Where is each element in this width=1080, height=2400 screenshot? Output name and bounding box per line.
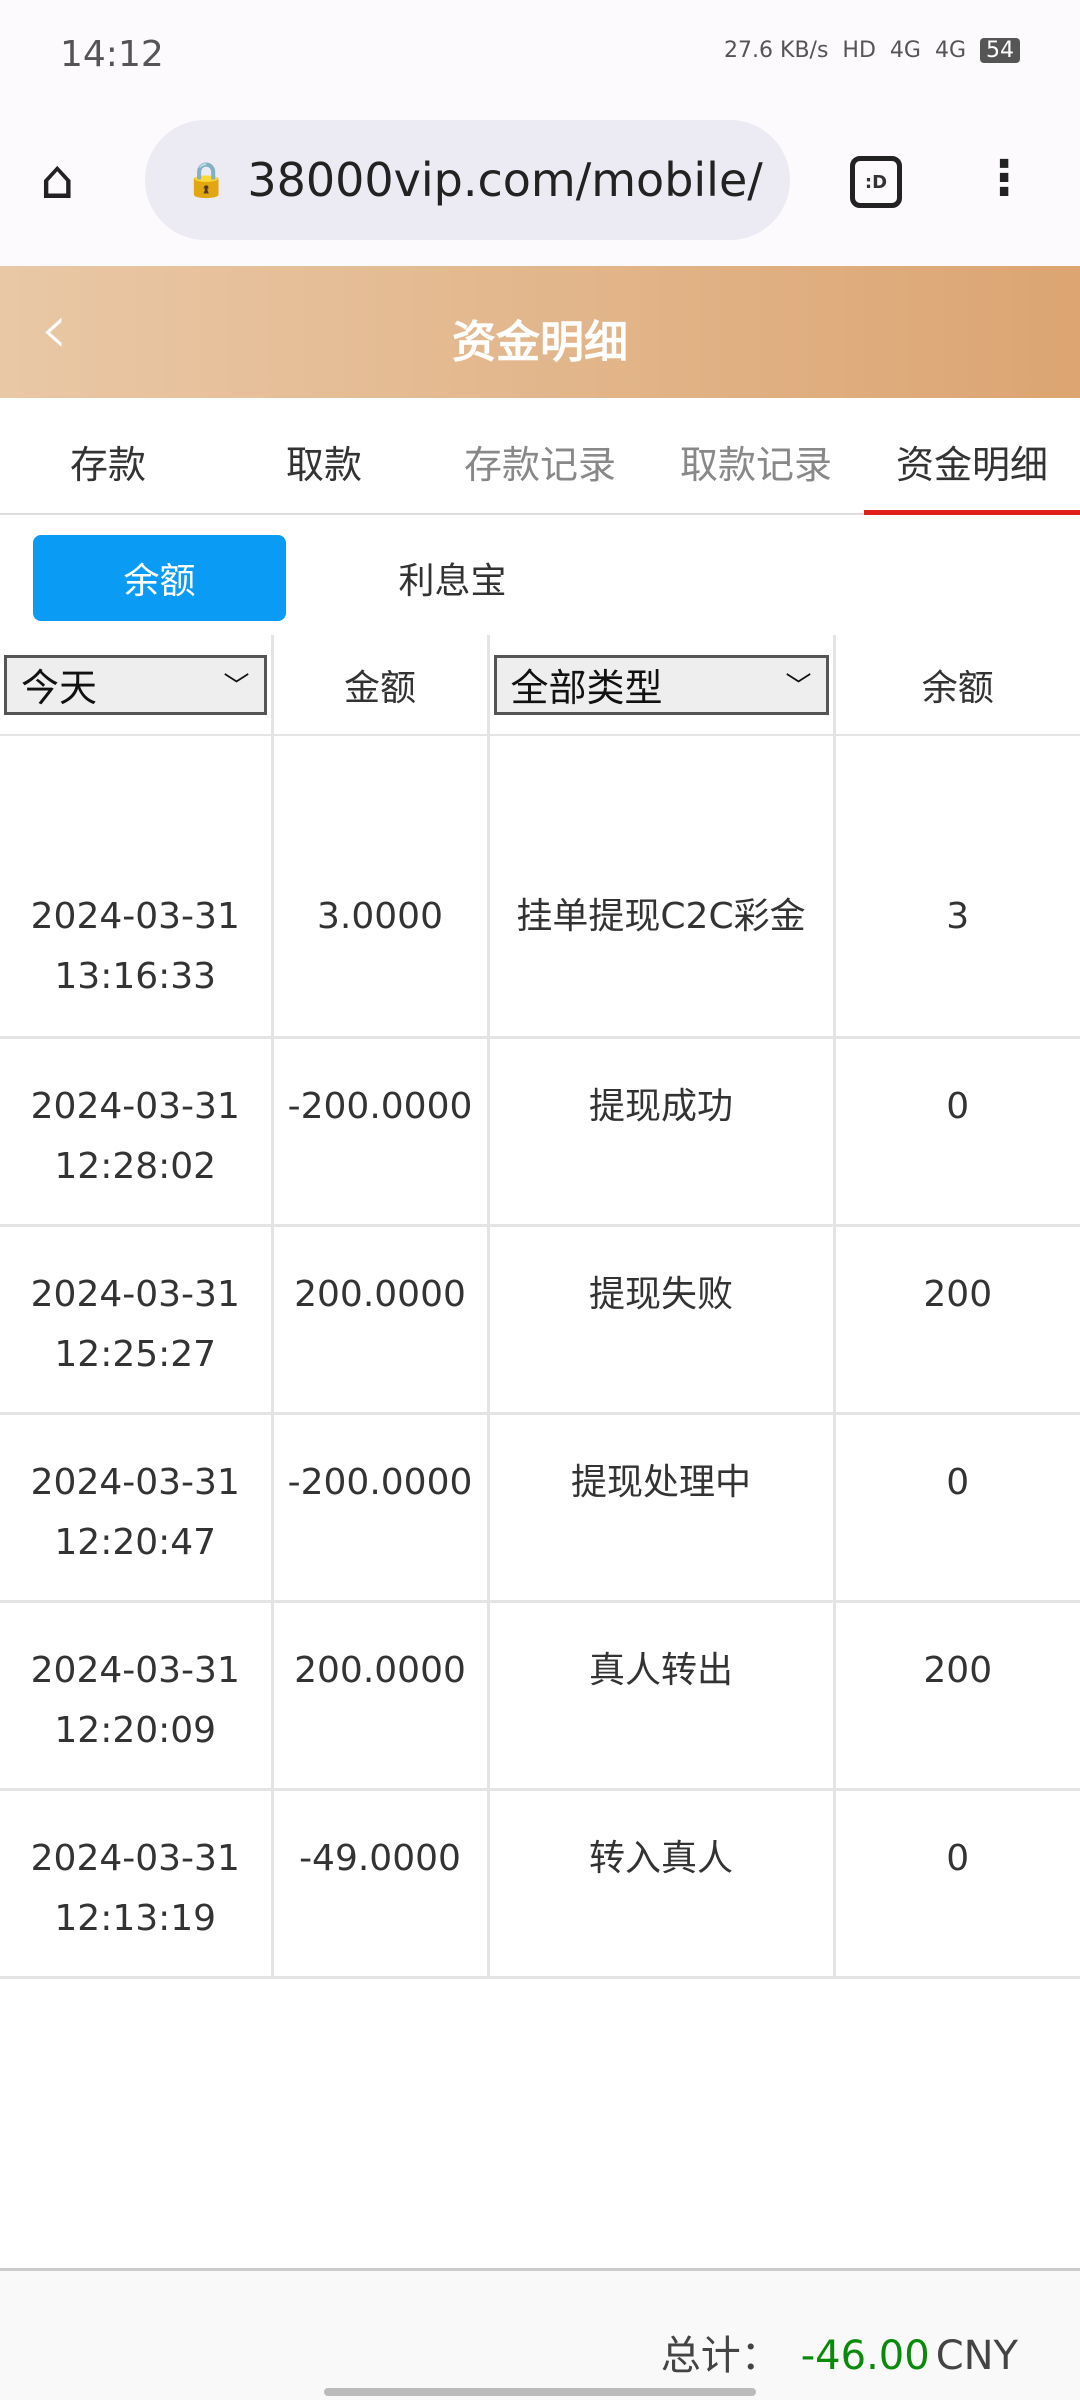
net-speed: 27.6 KB/s: [724, 38, 829, 63]
browser-toolbar: ⌂ 🔒 38000vip.com/mobile/ :D ⋮: [0, 110, 1080, 266]
type-filter-value: 全部类型: [510, 666, 663, 710]
more-menu-icon[interactable]: ⋮: [980, 150, 1028, 206]
address-bar[interactable]: 🔒 38000vip.com/mobile/: [145, 120, 790, 240]
datetime-cell: 2024-03-31 12:13:19: [0, 1789, 274, 1979]
type-cell: 挂单提现C2C彩金: [488, 849, 836, 1039]
battery-icon: 54: [980, 38, 1020, 63]
tab-deposit[interactable]: 存款: [69, 443, 146, 487]
chevron-down-icon: ﹀: [223, 672, 250, 702]
tab-withdraw[interactable]: 取款: [285, 443, 362, 487]
tab-withdraw-records[interactable]: 取款记录: [679, 443, 832, 487]
tab-switcher-icon[interactable]: :D: [850, 156, 902, 208]
signal-icon: 4G: [889, 38, 921, 63]
clock: 14:12: [60, 34, 164, 75]
balance-cell: 3: [834, 849, 1080, 1039]
balance-cell: 0: [834, 1789, 1080, 1979]
date: 2024-03-31: [30, 1085, 240, 1127]
amount-cell: 200.0000: [272, 1225, 490, 1415]
date: 2024-03-31: [30, 1273, 240, 1315]
time: 12:20:09: [54, 1709, 217, 1751]
time: 13:16:33: [54, 956, 217, 997]
amount-header: 金额: [272, 635, 490, 736]
chevron-down-icon: ﹀: [785, 672, 812, 702]
date: 2024-03-31: [30, 1649, 240, 1691]
total-label: 总计：: [660, 2333, 781, 2379]
datetime-cell: 2024-03-31 13:16:33: [0, 849, 274, 1039]
total-amount: -46.00: [800, 2333, 930, 2379]
amount-cell: -200.0000: [272, 1037, 490, 1227]
table-row: 2024-03-31 13:16:33 3.0000 挂单提现C2C彩金 3: [0, 849, 1080, 1039]
datetime-cell: 2024-03-31 12:25:27: [0, 1225, 274, 1415]
date: 2024-03-31: [30, 1837, 240, 1879]
nav-tabs: 存款 取款 存款记录 取款记录 资金明细: [0, 398, 1080, 515]
tab-deposit-records[interactable]: 存款记录: [463, 443, 616, 487]
balance-cell: 200: [834, 1225, 1080, 1415]
tab-fund-details[interactable]: 资金明细: [864, 398, 1080, 515]
page-title: 资金明细: [452, 317, 628, 368]
table-row: 2024-03-31 12:20:09 200.0000 真人转出 200: [0, 1601, 1080, 1791]
url-text: 38000vip.com/mobile/: [247, 153, 763, 207]
date-filter-select[interactable]: 今天 ﹀: [4, 654, 267, 715]
type-filter-cell: 全部类型 ﹀: [488, 635, 836, 736]
balance-header: 余额: [834, 635, 1080, 736]
back-icon[interactable]: ‹: [40, 288, 68, 370]
time: 12:25:27: [54, 1333, 217, 1375]
fund-table: 今天 ﹀ 金额 全部类型 ﹀ 余额 2024-03-31 13:16:33 3.000…: [0, 635, 1080, 1979]
subtab-interest[interactable]: 利息宝: [398, 561, 507, 602]
date: 2024-03-31: [30, 1461, 240, 1503]
balance-cell: 0: [834, 1037, 1080, 1227]
datetime-cell: 2024-03-31 12:20:09: [0, 1601, 274, 1791]
table-row: 2024-03-31 12:20:47 -200.0000 提现处理中 0: [0, 1413, 1080, 1603]
footer-total-bar: 总计： -46.00 CNY: [0, 2268, 1080, 2400]
time: 12:28:02: [54, 1145, 217, 1187]
subtab-balance[interactable]: 余额: [33, 535, 286, 621]
amount-cell: 200.0000: [272, 1601, 490, 1791]
status-bar: 14:12 27.6 KB/s HD 4G 4G 54: [0, 0, 1080, 110]
type-cell: 真人转出: [488, 1601, 836, 1791]
table-row: 2024-03-31 12:28:02 -200.0000 提现成功 0: [0, 1037, 1080, 1227]
home-icon[interactable]: ⌂: [40, 148, 75, 211]
type-filter-select[interactable]: 全部类型 ﹀: [493, 654, 829, 715]
currency: CNY: [935, 2333, 1018, 2379]
amount-cell: -49.0000: [272, 1789, 490, 1979]
sub-tabs: 余额 利息宝: [33, 535, 579, 621]
datetime-cell: 2024-03-31 12:28:02: [0, 1037, 274, 1227]
balance-cell: 200: [834, 1601, 1080, 1791]
gesture-bar[interactable]: [324, 2388, 756, 2396]
amount-cell: -200.0000: [272, 1413, 490, 1603]
table-row: 2024-03-31 12:13:19 -49.0000 转入真人 0: [0, 1789, 1080, 1979]
signal-icon: 4G: [934, 38, 966, 63]
type-cell: 提现处理中: [488, 1413, 836, 1603]
type-cell: 提现失败: [488, 1225, 836, 1415]
page-header: ‹ 资金明细: [0, 266, 1080, 398]
date-filter-value: 今天: [21, 666, 98, 710]
date: 2024-03-31: [30, 896, 240, 937]
type-cell: 转入真人: [488, 1789, 836, 1979]
time: 12:20:47: [54, 1521, 217, 1563]
table-row: 2024-03-31 12:25:27 200.0000 提现失败 200: [0, 1225, 1080, 1415]
datetime-cell: 2024-03-31 12:20:47: [0, 1413, 274, 1603]
amount-cell: 3.0000: [272, 849, 490, 1039]
lock-icon: 🔒: [185, 160, 228, 200]
type-cell: 提现成功: [488, 1037, 836, 1227]
hd-icon: HD: [842, 38, 876, 63]
date-filter-cell: 今天 ﹀: [0, 635, 274, 736]
balance-cell: 0: [834, 1413, 1080, 1603]
time: 12:13:19: [54, 1897, 217, 1939]
